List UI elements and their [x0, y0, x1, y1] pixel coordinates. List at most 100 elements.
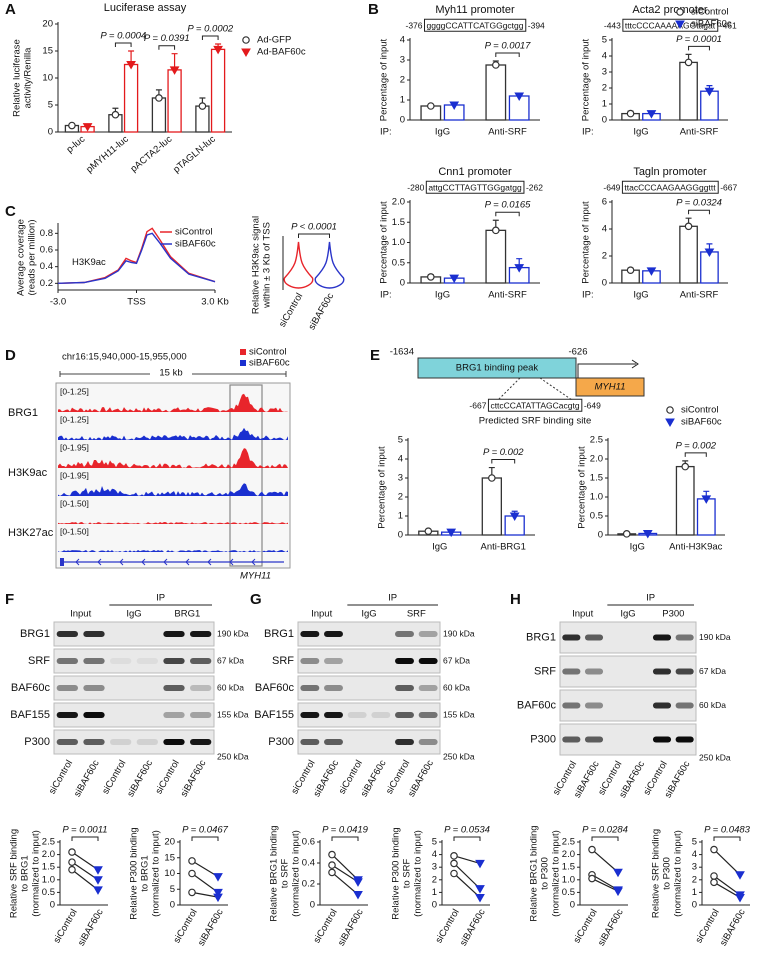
track-range: [0-1.25]: [60, 414, 89, 424]
pair-line: [591, 878, 619, 892]
y-axis-label: (reads per million): [27, 219, 38, 295]
bar-marker: [213, 45, 223, 55]
marker: [475, 885, 485, 894]
x-tick-label: pACTA2-luc: [129, 134, 175, 175]
bar: [123, 63, 139, 133]
sequence-box: [425, 180, 525, 194]
kda-label: 67 kDa: [699, 666, 726, 676]
sequence-start: -667: [469, 400, 486, 410]
bar-marker: [514, 92, 525, 102]
significance-bracket: [453, 836, 481, 841]
marker: [666, 406, 674, 414]
y-axis-label: Relative BRG1 binding: [269, 825, 280, 921]
y-tick-label: 0: [602, 278, 607, 289]
y-tick-label: 2: [398, 492, 403, 503]
x-tick-label: siBAF60c: [458, 907, 488, 948]
bar: [151, 97, 167, 133]
legend-label: siControl: [681, 405, 719, 416]
x-tick-label: IgG: [435, 290, 450, 301]
blot-band: [562, 668, 581, 675]
marker: [475, 859, 485, 869]
marker: [676, 8, 684, 16]
y-tick-label: 0.2: [302, 879, 315, 890]
marker: [353, 891, 363, 900]
bar-marker: [169, 66, 180, 75]
significance-bracket: [201, 35, 219, 40]
marker: [588, 874, 596, 883]
panel-label: G: [250, 591, 262, 608]
blot-band: [83, 712, 105, 718]
y-tick-label: 5: [432, 837, 437, 848]
blot-band: [675, 668, 694, 675]
blot-band: [395, 631, 414, 637]
y-tick-label: 2.5: [42, 837, 55, 848]
y-tick-label: 2.0: [562, 849, 575, 860]
gene-arrow: [185, 558, 190, 566]
p-value: P < 0.0001: [291, 222, 337, 233]
y-tick-label: 2: [692, 874, 697, 885]
pair-line: [453, 855, 481, 864]
bar-marker: [488, 474, 496, 482]
x-tick-label: siControl: [312, 907, 340, 945]
x-tick-label: IgG: [633, 127, 648, 138]
marker: [188, 869, 196, 878]
bar-marker: [701, 495, 712, 504]
p-value: P = 0.0002: [187, 23, 234, 34]
blot-band: [675, 736, 694, 743]
peak-end: -626: [568, 347, 587, 358]
blot-band: [395, 658, 414, 664]
y-tick-label: 0: [692, 900, 697, 911]
marker: [93, 866, 103, 875]
marker: [188, 857, 196, 865]
header-target: BRG1: [174, 609, 200, 620]
y-tick-label: 0: [598, 530, 603, 541]
legend-label: siBAF60c: [249, 358, 290, 369]
bar: [696, 498, 716, 536]
coverage-track: [58, 522, 288, 524]
row-label: SRF: [272, 655, 294, 667]
bar-marker: [626, 109, 635, 118]
x-prefix: IP:: [582, 127, 594, 138]
row-label: BRG1: [264, 628, 294, 640]
highlight: [229, 384, 263, 567]
y-tick-label: 4: [432, 849, 437, 860]
y-tick-label: 0: [170, 900, 175, 911]
y-tick-label: 1.0: [392, 237, 405, 248]
y-axis-label: Percentage of input: [581, 201, 592, 284]
y-tick-label: 2.0: [392, 197, 405, 208]
gene-label: MYH11: [595, 382, 626, 393]
bar-marker: [646, 267, 657, 276]
bar-marker: [491, 61, 500, 69]
header-igg: IgG: [361, 609, 376, 620]
y-tick-label: 10: [42, 73, 53, 84]
blot-band: [395, 685, 414, 691]
x-tick-label: -3.0: [50, 297, 66, 308]
sequence-box: [622, 18, 719, 32]
x-tick-label: 3.0 Kb: [201, 297, 228, 308]
coverage-track: [58, 483, 288, 496]
y-axis-label: Relative luciferase: [12, 39, 23, 117]
y-tick-label: 4: [400, 35, 405, 46]
row-label: BAF60c: [11, 682, 51, 694]
y-tick-label: 15: [42, 46, 53, 57]
blot-strip: [53, 675, 215, 701]
x-tick-label: IgG: [630, 542, 645, 553]
sequence-end: -262: [526, 182, 543, 192]
y-axis-label: (normalized to input): [551, 830, 562, 917]
coverage-track: [58, 427, 288, 440]
x-tick-label: Anti-SRF: [488, 290, 527, 301]
y-axis-label: (normalized to input): [413, 830, 424, 917]
blot-band: [163, 658, 185, 664]
marker: [68, 865, 76, 874]
blot-band: [395, 712, 414, 718]
y-tick-label: 1: [602, 99, 607, 110]
blot-strip: [297, 675, 441, 701]
y-axis-label: (normalized to input): [673, 830, 684, 917]
gene-arrow: [251, 558, 256, 566]
significance-bracket: [114, 42, 132, 47]
significance-bracket: [491, 459, 516, 464]
y-tick-label: 0: [602, 115, 607, 126]
y-tick-label: 0.6: [40, 245, 53, 256]
significance-bracket: [495, 52, 520, 57]
blot-band: [371, 712, 391, 718]
